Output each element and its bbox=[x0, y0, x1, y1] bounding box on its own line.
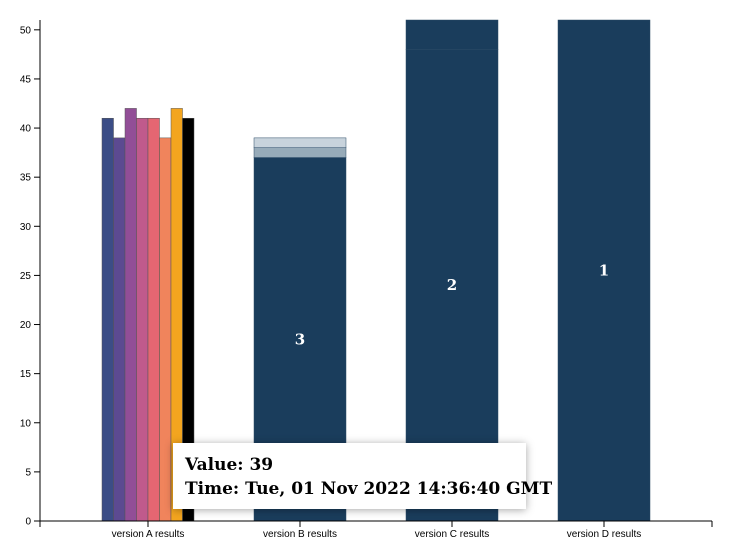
bar-value-label: 2 bbox=[447, 276, 457, 294]
bars-layer: 3 2 1 bbox=[101, 19, 651, 522]
x-tick-label: version A results bbox=[112, 529, 185, 540]
bar-value-label: 1 bbox=[599, 262, 609, 280]
bar-cat-1-series-4 bbox=[136, 117, 149, 522]
y-tick-label: 25 bbox=[20, 271, 32, 282]
bar-segment-cat-3-1 bbox=[405, 49, 499, 522]
x-tick-label: version B results bbox=[263, 529, 337, 540]
y-tick-label: 20 bbox=[20, 320, 32, 331]
bar-segment-cat-3-2 bbox=[405, 19, 499, 50]
x-tick-label: version C results bbox=[415, 529, 489, 540]
x-tick-label: version D results bbox=[567, 529, 641, 540]
y-tick-label: 45 bbox=[20, 74, 32, 85]
axes-layer: 0 5 10 15 20 25 30 35 40 45 50 version A results ver… bbox=[20, 20, 713, 540]
tooltip-value-text: Value: 39 bbox=[185, 455, 274, 475]
y-tick-label: 10 bbox=[20, 418, 32, 429]
y-tick-label: 40 bbox=[20, 124, 32, 135]
bar-segment-cat-2-3 bbox=[253, 137, 347, 148]
y-tick-label: 35 bbox=[20, 173, 32, 184]
y-tick-label: 50 bbox=[20, 25, 32, 36]
bar-cat-1-series-3 bbox=[124, 108, 137, 522]
bar-value-label: 3 bbox=[295, 330, 305, 348]
bar-segment-cat-2-2 bbox=[253, 147, 347, 158]
tooltip-time-text: Time: Tue, 01 Nov 2022 14:36:40 GMT bbox=[185, 479, 553, 499]
y-tick-label: 0 bbox=[25, 517, 31, 528]
bar-segment-cat-4-1 bbox=[557, 19, 651, 522]
bar-cat-1-series-2 bbox=[113, 137, 126, 522]
y-tick-label: 5 bbox=[25, 467, 31, 478]
bar-cat-1-series-6 bbox=[159, 137, 172, 522]
bar-cat-1-series-5 bbox=[147, 117, 160, 522]
value-tooltip: Value: 39 Time: Tue, 01 Nov 2022 14:36:4… bbox=[173, 443, 553, 509]
bar-cat-1-series-1 bbox=[101, 117, 114, 522]
y-tick-label: 30 bbox=[20, 222, 32, 233]
y-tick-label: 15 bbox=[20, 369, 32, 380]
